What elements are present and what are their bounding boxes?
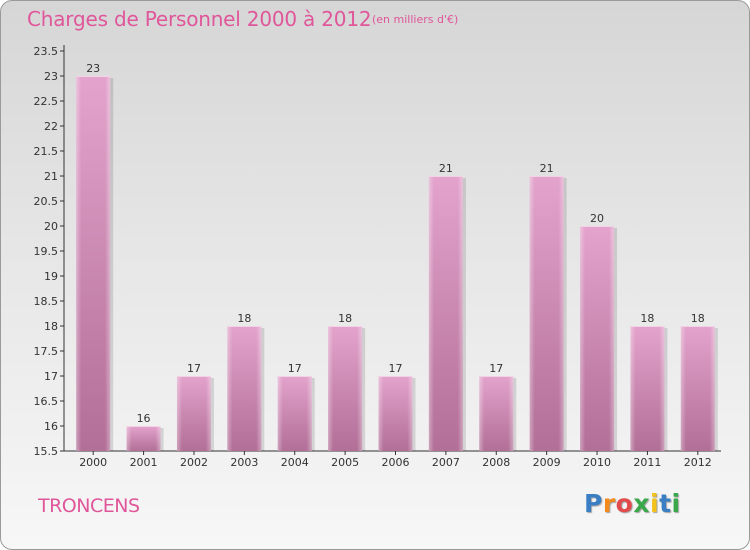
proxiti-logo[interactable]: Proxiti xyxy=(584,489,681,518)
chart-unit-label: (en milliers d'€) xyxy=(372,13,459,26)
y-tick-label: 22.5 xyxy=(34,95,59,108)
chart-title: Charges de Personnel 2000 à 2012 xyxy=(27,7,372,31)
bar-highlight xyxy=(176,376,211,451)
bar-highlight xyxy=(277,376,312,451)
x-tick-label: 2000 xyxy=(79,456,107,469)
x-tick-label: 2004 xyxy=(281,456,309,469)
bar-value-label: 16 xyxy=(137,412,151,425)
x-tick-label: 2005 xyxy=(331,456,359,469)
bar-value-label: 18 xyxy=(640,312,654,325)
y-tick-label: 21.5 xyxy=(34,145,59,158)
bar-highlight xyxy=(126,426,161,451)
x-tick-label: 2007 xyxy=(432,456,460,469)
y-tick-label: 20.5 xyxy=(34,195,59,208)
bar-value-label: 20 xyxy=(590,212,604,225)
bar-highlight xyxy=(328,326,363,451)
x-tick-label: 2002 xyxy=(180,456,208,469)
x-tick-label: 2010 xyxy=(583,456,611,469)
bar-value-label: 17 xyxy=(489,362,503,375)
commune-name: TRONCENS xyxy=(38,495,140,517)
bar-highlight xyxy=(580,226,615,451)
bar-highlight xyxy=(529,176,564,451)
x-tick-label: 2006 xyxy=(382,456,410,469)
y-tick-label: 19.5 xyxy=(34,245,59,258)
y-tick-label: 17.5 xyxy=(34,345,59,358)
bar-highlight xyxy=(680,326,715,451)
y-tick-label: 17 xyxy=(44,370,58,383)
y-tick-label: 16 xyxy=(44,420,58,433)
bar-highlight xyxy=(428,176,463,451)
x-tick-label: 2008 xyxy=(482,456,510,469)
bar-value-label: 18 xyxy=(237,312,251,325)
bar-value-label: 18 xyxy=(338,312,352,325)
x-tick-label: 2012 xyxy=(684,456,712,469)
bar-highlight xyxy=(227,326,262,451)
y-tick-label: 23.5 xyxy=(34,45,59,58)
bar-highlight xyxy=(76,76,111,451)
y-tick-label: 18 xyxy=(44,320,58,333)
y-tick-label: 21 xyxy=(44,170,58,183)
bar-value-label: 17 xyxy=(187,362,201,375)
y-tick-label: 15.5 xyxy=(34,445,59,458)
bar-value-label: 21 xyxy=(540,162,554,175)
bar-value-label: 21 xyxy=(439,162,453,175)
bar-value-label: 17 xyxy=(389,362,403,375)
x-tick-label: 2001 xyxy=(130,456,158,469)
x-tick-label: 2011 xyxy=(633,456,661,469)
y-tick-label: 20 xyxy=(44,220,58,233)
bar-value-label: 17 xyxy=(288,362,302,375)
x-tick-label: 2009 xyxy=(533,456,561,469)
bar-highlight xyxy=(479,376,514,451)
bar-value-label: 23 xyxy=(86,62,100,75)
bar-highlight xyxy=(378,376,413,451)
bar-value-label: 18 xyxy=(691,312,705,325)
y-tick-label: 19 xyxy=(44,270,58,283)
x-tick-label: 2003 xyxy=(230,456,258,469)
y-tick-label: 16.5 xyxy=(34,395,59,408)
y-tick-label: 22 xyxy=(44,120,58,133)
y-tick-label: 23 xyxy=(44,70,58,83)
bar-highlight xyxy=(630,326,665,451)
y-tick-label: 18.5 xyxy=(34,295,59,308)
